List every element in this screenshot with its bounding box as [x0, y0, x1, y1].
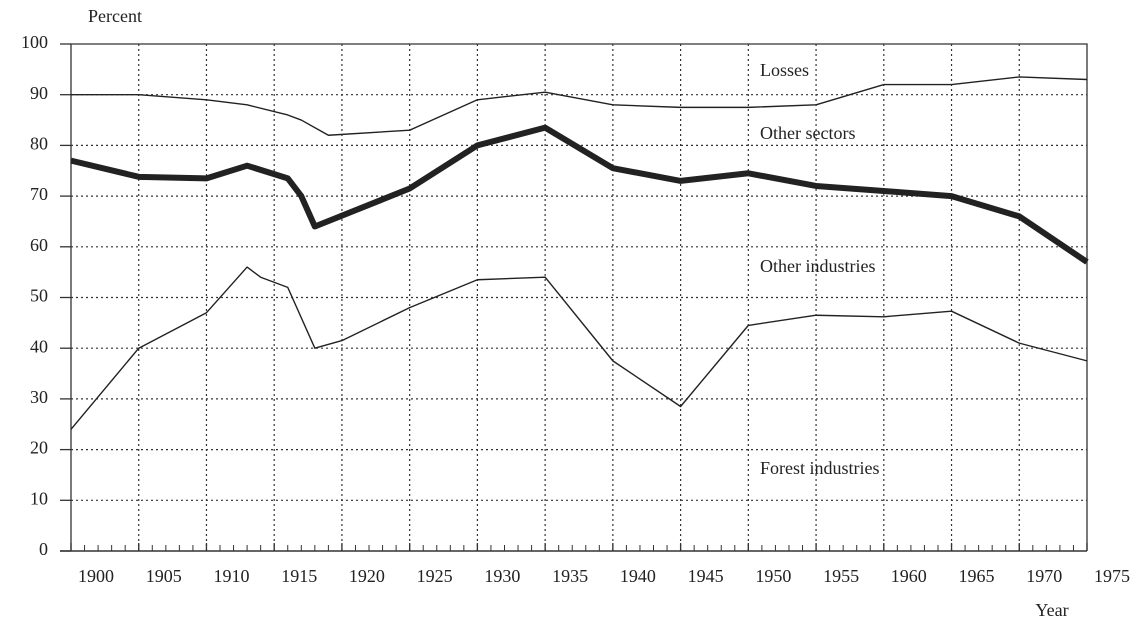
series-line: [71, 76, 1088, 136]
x-axis-label: Year: [1035, 600, 1068, 620]
y-tick-label: 50: [30, 286, 48, 306]
series-line: [70, 266, 1088, 430]
x-tick-label: 1900: [78, 566, 114, 586]
x-tick-label: 1930: [484, 566, 520, 586]
y-tick-label: 70: [30, 184, 48, 204]
x-tick-label: 1955: [823, 566, 859, 586]
y-tick-label: 20: [30, 438, 48, 458]
y-tick-label: 60: [30, 235, 48, 255]
x-tick-label: 1910: [213, 566, 249, 586]
y-tick-label: 80: [30, 134, 48, 154]
y-tick-label: 100: [21, 32, 48, 52]
region-label: Other industries: [760, 256, 875, 276]
x-tick-label: 1970: [1026, 566, 1062, 586]
x-tick-label: 1950: [755, 566, 791, 586]
y-tick-label: 0: [39, 539, 48, 559]
x-tick-label: 1925: [417, 566, 453, 586]
region-label: Other sectors: [760, 123, 855, 143]
x-tick-label: 1935: [552, 566, 588, 586]
x-tick-label: 1915: [281, 566, 317, 586]
x-tick-label: 1940: [620, 566, 656, 586]
y-axis-label: Percent: [88, 6, 142, 26]
y-tick-label: 40: [30, 336, 48, 356]
plot-frame: [70, 43, 1088, 551]
x-tick-label: 1960: [891, 566, 927, 586]
x-tick-label: 1975: [1094, 566, 1130, 586]
x-tick-label: 1920: [349, 566, 385, 586]
y-tick-label: 10: [30, 488, 48, 508]
x-tick-label: 1965: [959, 566, 995, 586]
x-tick-label: 1945: [688, 566, 724, 586]
y-tick-label: 30: [30, 387, 48, 407]
region-label: Losses: [760, 60, 809, 80]
x-tick-label: 1905: [146, 566, 182, 586]
series-line: [70, 124, 1089, 265]
region-label: Forest industries: [760, 458, 880, 478]
y-tick-label: 90: [30, 83, 48, 103]
